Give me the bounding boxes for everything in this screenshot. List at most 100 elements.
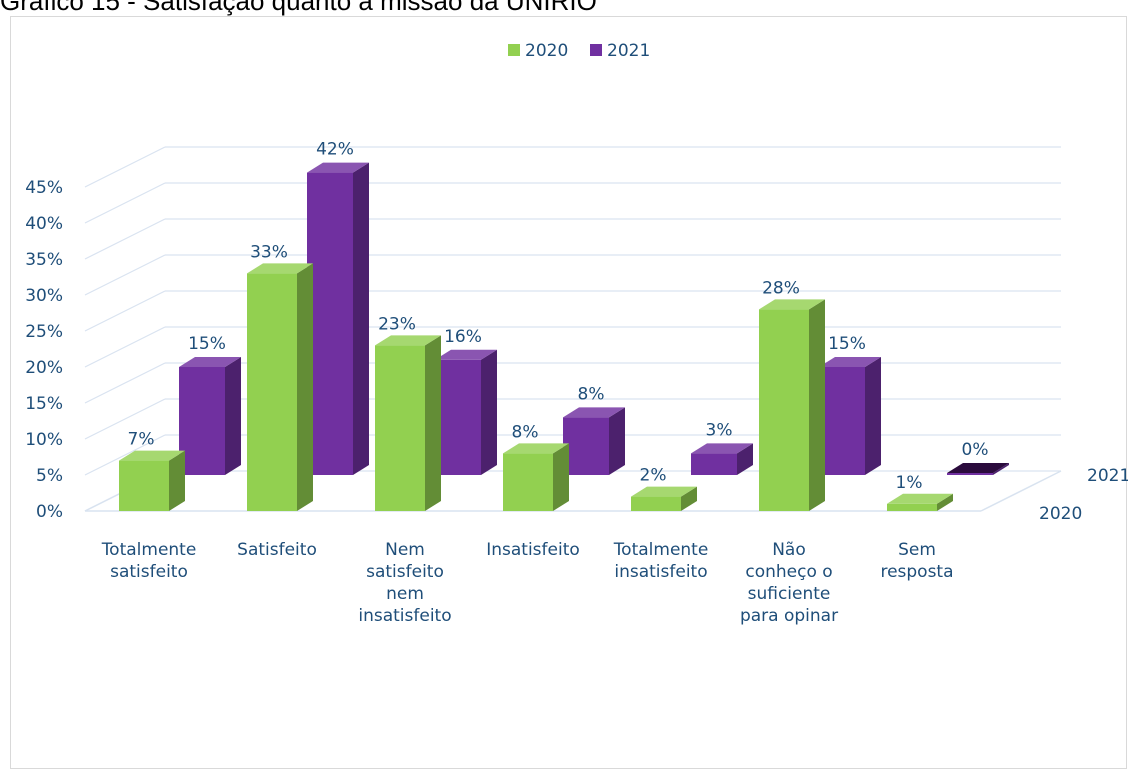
x-tick-label-line: satisfeito [110,562,188,582]
depth-axis-line [980,470,1062,512]
x-tick-label-line: Sem [898,540,936,560]
bar-top [503,443,569,454]
data-label-2021: 42% [316,140,354,160]
bar-front [563,417,609,475]
depth-axis-label: 2020 [1039,504,1082,524]
chart-area: 0% 5% 10% 15% 20% 25% 30% 35% 40% 45% 2021 2020 Tota… [10,16,1128,769]
bar-top [307,162,369,173]
gridline-side [84,146,166,188]
bar-2020 [631,486,697,511]
x-tick-label: Sem resposta [880,540,953,582]
bar-top [947,463,1009,473]
bar-top [375,335,441,346]
x-tick-label: Satisfeito [237,540,317,560]
bar-side [553,443,569,511]
y-tick-label: 15% [25,394,63,414]
y-tick-label: 10% [25,430,63,450]
bar-side [809,299,825,511]
y-tick-label: 25% [25,322,63,342]
bar-side [481,349,497,475]
bar-side [993,463,1009,475]
series-2020-bars [119,263,953,511]
bar-front [247,273,297,511]
x-tick-label-line: insatisfeito [614,562,707,582]
data-label-2020: 1% [896,473,923,493]
legend: 2020 2021 [508,41,650,61]
x-tick-label-line: para opinar [740,606,838,626]
bar-top [759,299,825,310]
y-tick-label: 40% [25,214,63,234]
gridline-side [84,434,166,476]
data-label-2020: 33% [250,242,288,262]
x-tick-label-line: Satisfeito [237,540,317,560]
bar-2020 [375,335,441,511]
chart-svg: 0%5%10%15%20%25%30%35%40%45%20212020Tota… [25,41,1128,626]
data-label-2021: 16% [444,327,482,347]
page-title: Gráfico 15 - Satisfação quanto à missão … [0,0,597,16]
bar-side [865,357,881,475]
data-label-2020: 2% [640,466,667,486]
data-label-2021: 0% [962,440,989,460]
gridline-side [84,290,166,332]
bar-front [503,453,553,511]
data-label-2021: 15% [828,334,866,354]
y-tick-label: 20% [25,358,63,378]
bar-2021 [947,463,1009,475]
x-tick-label-line: conheço o [745,562,832,582]
x-tick-label-line: Totalmente [613,540,709,560]
bar-top [819,357,881,367]
x-tick-label-line: insatisfeito [358,606,451,626]
x-tick-label-line: resposta [880,562,953,582]
y-tick-label: 0% [36,502,63,522]
bar-top [119,450,185,461]
bar-side [937,493,953,511]
x-tick-label-line: satisfeito [366,562,444,582]
bar-front [691,453,737,475]
bar-2021 [691,443,753,475]
bar-front [631,496,681,511]
x-tick-label: Totalmente satisfeito [101,540,197,582]
y-tick-label: 35% [25,250,63,270]
bar-2021 [179,357,241,475]
bar-top [247,263,313,274]
bar-2021 [819,357,881,475]
legend-label-2020: 2020 [525,41,568,61]
bar-2020 [503,443,569,511]
x-tick-label-line: Insatisfeito [486,540,580,560]
bar-front [947,473,993,475]
gridline-side [84,182,166,224]
gridline-side [84,398,166,440]
gridline-side [84,326,166,368]
bar-side [297,263,313,511]
bar-front [307,172,353,475]
data-label-2020: 28% [762,278,800,298]
bar-front [759,309,809,511]
bar-2020 [759,299,825,511]
data-label-2020: 7% [128,430,155,450]
x-tick-label-line: Totalmente [101,540,197,560]
bar-2021 [435,349,497,475]
bar-side [609,407,625,475]
data-label-2021: 15% [188,334,226,354]
gridline-side [84,254,166,296]
bar-top [631,486,697,497]
x-tick-label: Totalmente insatisfeito [613,540,709,582]
x-tick-label-line: nem [386,584,424,604]
x-tick-label: Não conheço o suficiente para opinar [740,540,838,626]
x-tick-label: Nem satisfeito nem insatisfeito [358,540,451,626]
bar-side [225,357,241,475]
bar-top [179,357,241,367]
y-tick-label: 30% [25,286,63,306]
bar-2020 [247,263,313,511]
data-label-2021: 8% [578,384,605,404]
bar-top [691,443,753,454]
bar-side [169,450,185,511]
bar-side [681,486,697,511]
data-label-2020: 8% [512,422,539,442]
bar-front [435,359,481,475]
series-2021-bars [179,162,1009,475]
bar-2020 [887,493,953,511]
bar-front [119,460,169,511]
gridline-side [84,218,166,260]
x-tick-label-line: suficiente [748,584,831,604]
